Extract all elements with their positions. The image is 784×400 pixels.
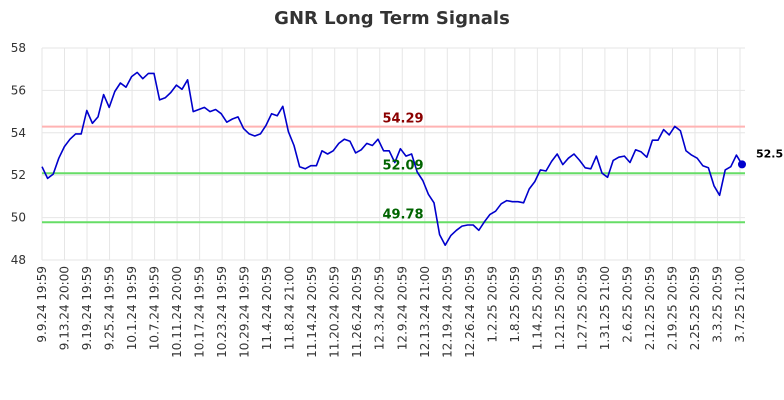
x-tick-label: 2.6.25 20:59 [620, 266, 634, 343]
x-tick-label: 2.12.25 20:59 [643, 266, 657, 350]
x-tick-label: 10.11.24 20:00 [170, 266, 184, 358]
x-tick-label: 11.4.24 20:59 [260, 266, 274, 350]
x-tick-label: 10.23.24 19:59 [215, 266, 229, 358]
y-tick-label: 58 [11, 41, 26, 55]
x-tick-label: 1.21.25 20:59 [553, 266, 567, 350]
x-tick-label: 1.27.25 20:59 [575, 266, 589, 350]
reference-line-label: 49.78 [382, 207, 423, 222]
x-tick-label: 10.7.24 19:59 [148, 266, 162, 350]
series [41, 71, 746, 246]
y-tick-label: 50 [11, 211, 26, 225]
x-tick-label: 9.19.24 19:59 [80, 266, 94, 350]
y-tick-label: 52 [11, 168, 26, 182]
grid [41, 47, 745, 261]
x-tick-label: 10.1.24 19:59 [125, 266, 139, 350]
x-tick-label: 9.25.24 19:59 [103, 266, 117, 350]
x-tick-label: 12.13.24 21:00 [418, 266, 432, 358]
x-tick-label: 12.19.24 20:59 [440, 266, 454, 358]
reference-line-label: 52.09 [382, 158, 423, 173]
series-line [41, 71, 743, 246]
axes: 48 50 52 54 56 58 9.9.24 19:59 9.13.24 20:00 9.1… [11, 41, 747, 358]
x-tick-label: 12.26.24 20:59 [463, 266, 477, 358]
x-tick-label: 12.3.24 20:59 [373, 266, 387, 350]
x-tick-label: 11.26.24 20:59 [350, 266, 364, 358]
x-tick-label: 2.25.25 20:59 [688, 266, 702, 350]
x-tick-label: 10.29.24 19:59 [238, 266, 252, 358]
x-tick-label: 9.13.24 20:00 [58, 266, 72, 350]
last-value-label: 52.51 [756, 147, 784, 160]
y-tick-label: 54 [11, 126, 26, 140]
x-tick-label: 12.9.24 20:59 [395, 266, 409, 350]
x-tick-label: 1.8.25 20:59 [508, 266, 522, 343]
x-tick-label: 3.3.25 20:59 [710, 266, 724, 343]
x-tick-label: 11.14.24 20:59 [305, 266, 319, 358]
x-tick-label: 2.19.25 20:59 [665, 266, 679, 350]
chart-title: GNR Long Term Signals [274, 8, 510, 29]
x-tick-label: 11.20.24 20:59 [328, 266, 342, 358]
labels: 54.29 52.09 49.78 52.51 [382, 112, 784, 223]
x-tick-label: 1.2.25 20:59 [485, 266, 499, 343]
x-tick-label: 10.17.24 19:59 [193, 266, 207, 358]
x-tick-label: 3.7.25 21:00 [733, 266, 747, 343]
last-point-marker [738, 160, 746, 169]
x-tick-label: 11.8.24 21:00 [283, 266, 297, 350]
y-tick-label: 56 [11, 83, 26, 97]
x-tick-label: 1.31.25 21:00 [598, 266, 612, 350]
reference-lines [42, 125, 745, 224]
reference-line-label: 54.29 [382, 112, 423, 127]
x-tick-label: 9.9.24 19:59 [35, 266, 49, 343]
y-tick-label: 48 [11, 253, 26, 267]
x-tick-label: 1.14.25 20:59 [530, 266, 544, 350]
